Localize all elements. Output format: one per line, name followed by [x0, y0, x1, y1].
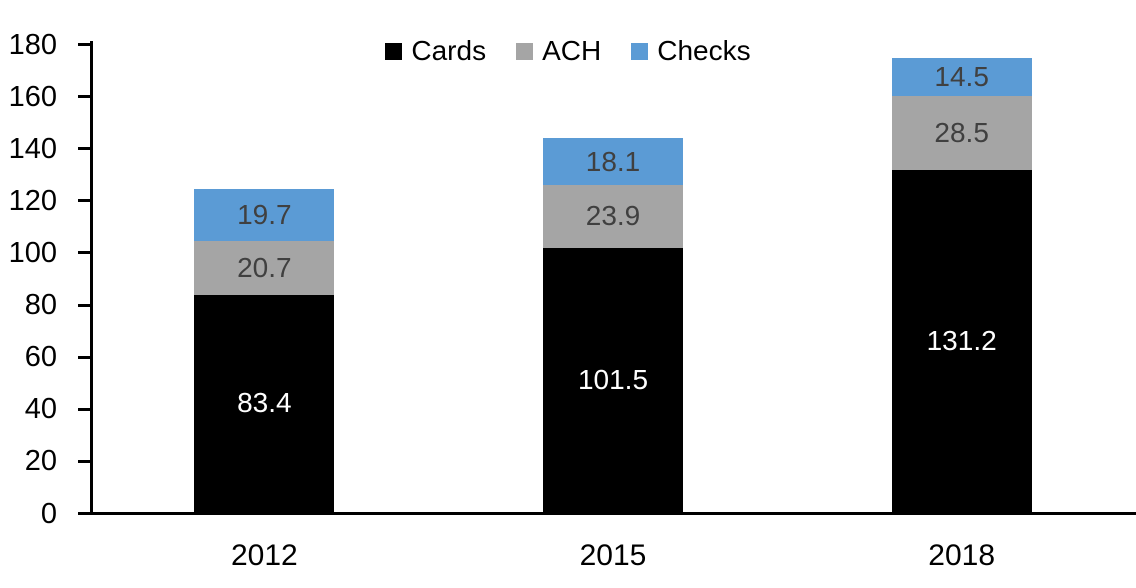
- legend-label: Cards: [411, 35, 487, 66]
- bar-segment-checks-2018: 14.5: [891, 58, 1032, 96]
- y-axis-tick: [78, 95, 90, 99]
- y-axis-tick: [78, 303, 90, 307]
- y-axis-tick: [78, 251, 90, 255]
- y-axis-tick-label: 160: [8, 80, 57, 113]
- legend-swatch-checks: [631, 42, 649, 60]
- legend-swatch-ach: [516, 42, 534, 60]
- x-axis-category-label: 2015: [579, 539, 647, 572]
- y-axis-tick-label: 80: [24, 289, 57, 322]
- bar-segment-checks-2015: 18.1: [543, 138, 683, 186]
- x-axis-category-label: 2012: [230, 539, 298, 572]
- bar-segment-cards-2015: 101.5: [543, 247, 683, 512]
- y-axis-tick-label: 100: [8, 236, 57, 269]
- y-axis-tick-label: 60: [24, 341, 57, 374]
- data-label: 28.5: [934, 117, 989, 149]
- data-label: 19.7: [237, 199, 292, 231]
- legend-swatch-cards: [385, 42, 403, 60]
- data-label: 101.5: [577, 363, 649, 395]
- y-axis-tick-label: 120: [8, 184, 57, 217]
- x-axis-line: [78, 512, 1136, 515]
- data-label: 20.7: [237, 251, 292, 283]
- data-label: 131.2: [926, 325, 997, 357]
- legend-item-cards: Cards: [385, 33, 486, 69]
- bar-segment-ach-2015: 23.9: [543, 185, 683, 248]
- bar-segment-ach-2018: 28.5: [891, 95, 1032, 171]
- y-axis-tick-label: 180: [8, 28, 57, 61]
- legend-label: Checks: [657, 35, 751, 66]
- x-axis-category-label: 2018: [928, 539, 996, 572]
- chart-legend: Cards ACH Checks: [0, 33, 1136, 69]
- y-axis-line: [90, 41, 93, 515]
- y-axis-tick: [78, 199, 90, 203]
- y-axis-tick: [78, 43, 90, 46]
- y-axis-tick-label: 0: [40, 497, 57, 530]
- data-label: 18.1: [585, 145, 641, 177]
- y-axis-tick-label: 140: [8, 132, 57, 165]
- y-axis-tick: [78, 147, 90, 151]
- bar-segment-cards-2018: 131.2: [891, 170, 1032, 512]
- data-label: 23.9: [585, 200, 641, 232]
- data-label: 14.5: [934, 60, 989, 92]
- legend-item-ach: ACH: [516, 33, 601, 69]
- bar-segment-ach-2012: 20.7: [194, 240, 335, 295]
- y-axis-tick-label: 20: [24, 445, 57, 478]
- bar-segment-checks-2012: 19.7: [194, 189, 335, 241]
- y-axis-tick: [78, 459, 90, 463]
- y-axis-tick-label: 40: [24, 393, 57, 426]
- bar-segment-cards-2012: 83.4: [194, 294, 335, 512]
- data-label: 83.4: [237, 387, 292, 419]
- y-axis-tick: [78, 355, 90, 359]
- legend-item-checks: Checks: [631, 33, 751, 69]
- y-axis-tick: [78, 407, 90, 411]
- legend-label: ACH: [542, 35, 602, 66]
